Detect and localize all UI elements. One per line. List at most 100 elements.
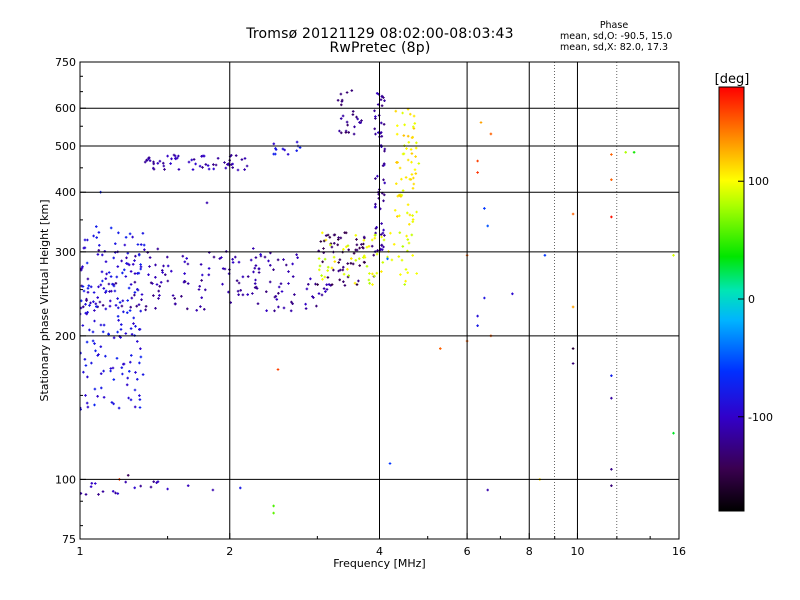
cluster-point	[243, 157, 247, 160]
cluster-point	[183, 260, 187, 264]
cluster-point	[393, 209, 397, 212]
cluster-point	[141, 232, 145, 235]
scatter-point	[388, 462, 392, 465]
cluster-point	[180, 295, 183, 298]
scatter-point	[672, 431, 675, 435]
cluster-point	[401, 189, 405, 192]
cluster-point	[253, 266, 257, 270]
cluster-point	[123, 243, 127, 247]
cluster-point	[406, 134, 410, 138]
cluster-point	[93, 309, 96, 312]
cluster-point	[93, 403, 96, 407]
cluster-point	[273, 309, 276, 313]
cluster-point	[350, 257, 353, 260]
cluster-point	[407, 141, 411, 144]
cluster-point	[395, 161, 398, 164]
cluster-point	[148, 256, 152, 259]
cluster-point	[126, 299, 129, 302]
cluster-point	[181, 254, 185, 258]
cluster-point	[117, 406, 121, 410]
cluster-point	[124, 480, 127, 484]
cluster-point	[311, 295, 314, 298]
cluster-point	[190, 158, 193, 162]
cluster-point	[112, 256, 115, 260]
cluster-point	[223, 161, 226, 164]
cluster-point	[246, 275, 250, 278]
cluster-point	[136, 378, 139, 381]
cluster-point	[207, 167, 211, 171]
cluster-point	[134, 325, 137, 328]
cluster-point	[347, 248, 350, 252]
scatter-point	[479, 121, 483, 124]
cluster-point	[374, 202, 377, 206]
cluster-point	[86, 311, 89, 314]
cluster-point	[102, 396, 106, 399]
cluster-point	[340, 103, 343, 107]
cluster-point	[157, 289, 160, 293]
cluster-point	[318, 264, 322, 268]
cluster-point	[409, 178, 413, 181]
cluster-point	[109, 226, 113, 230]
scatter-point	[610, 178, 613, 181]
cluster-point	[325, 283, 328, 286]
cluster-point	[382, 238, 386, 242]
cluster-point	[113, 289, 117, 293]
cluster-point	[127, 286, 131, 290]
cluster-point	[410, 152, 414, 155]
cluster-point	[125, 383, 129, 387]
scatter-point	[632, 151, 636, 154]
cluster-point	[117, 306, 120, 310]
cluster-point	[321, 278, 324, 281]
cluster-point	[92, 291, 96, 294]
cluster-point	[351, 262, 355, 266]
cluster-point	[101, 279, 104, 283]
cluster-point	[198, 164, 202, 168]
cluster-point	[291, 262, 294, 266]
cluster-point	[404, 279, 407, 283]
cluster-point	[383, 99, 386, 102]
cluster-point	[274, 147, 277, 150]
cluster-point	[201, 154, 205, 158]
cluster-point	[204, 288, 207, 292]
cluster-point	[218, 257, 222, 260]
cluster-point	[323, 275, 327, 279]
cluster-point	[316, 283, 319, 286]
cluster-point	[123, 268, 126, 272]
cluster-point	[139, 355, 143, 359]
cluster-point	[363, 254, 366, 258]
cluster-point	[254, 278, 257, 282]
cluster-point	[383, 234, 386, 237]
cluster-point	[291, 302, 294, 305]
cluster-point	[84, 303, 87, 306]
cluster-point	[357, 279, 360, 283]
cluster-point	[371, 283, 374, 286]
ionogram-points	[80, 89, 675, 515]
cluster-point	[126, 251, 130, 255]
cluster-point	[324, 290, 327, 293]
scatter-point	[571, 362, 575, 365]
cluster-point	[265, 290, 268, 293]
cluster-point	[121, 271, 124, 275]
cluster-point	[358, 264, 361, 267]
cluster-point	[291, 275, 295, 278]
cluster-point	[81, 324, 85, 327]
cluster-point	[204, 163, 208, 166]
cluster-point	[354, 234, 358, 237]
cluster-point	[339, 236, 343, 240]
cluster-point	[326, 269, 329, 272]
cluster-point	[282, 258, 285, 261]
cluster-point	[267, 259, 270, 263]
cluster-point	[97, 353, 100, 356]
cluster-point	[98, 244, 101, 247]
cluster-point	[84, 364, 88, 367]
scatter-point	[272, 511, 275, 515]
cluster-point	[90, 482, 94, 485]
cluster-point	[117, 319, 120, 322]
cluster-point	[324, 234, 328, 237]
cluster-point	[406, 238, 410, 241]
cluster-point	[374, 132, 377, 136]
cluster-point	[129, 398, 133, 402]
scatter-point	[272, 504, 275, 508]
cluster-point	[162, 164, 166, 168]
scatter-point	[543, 254, 547, 257]
